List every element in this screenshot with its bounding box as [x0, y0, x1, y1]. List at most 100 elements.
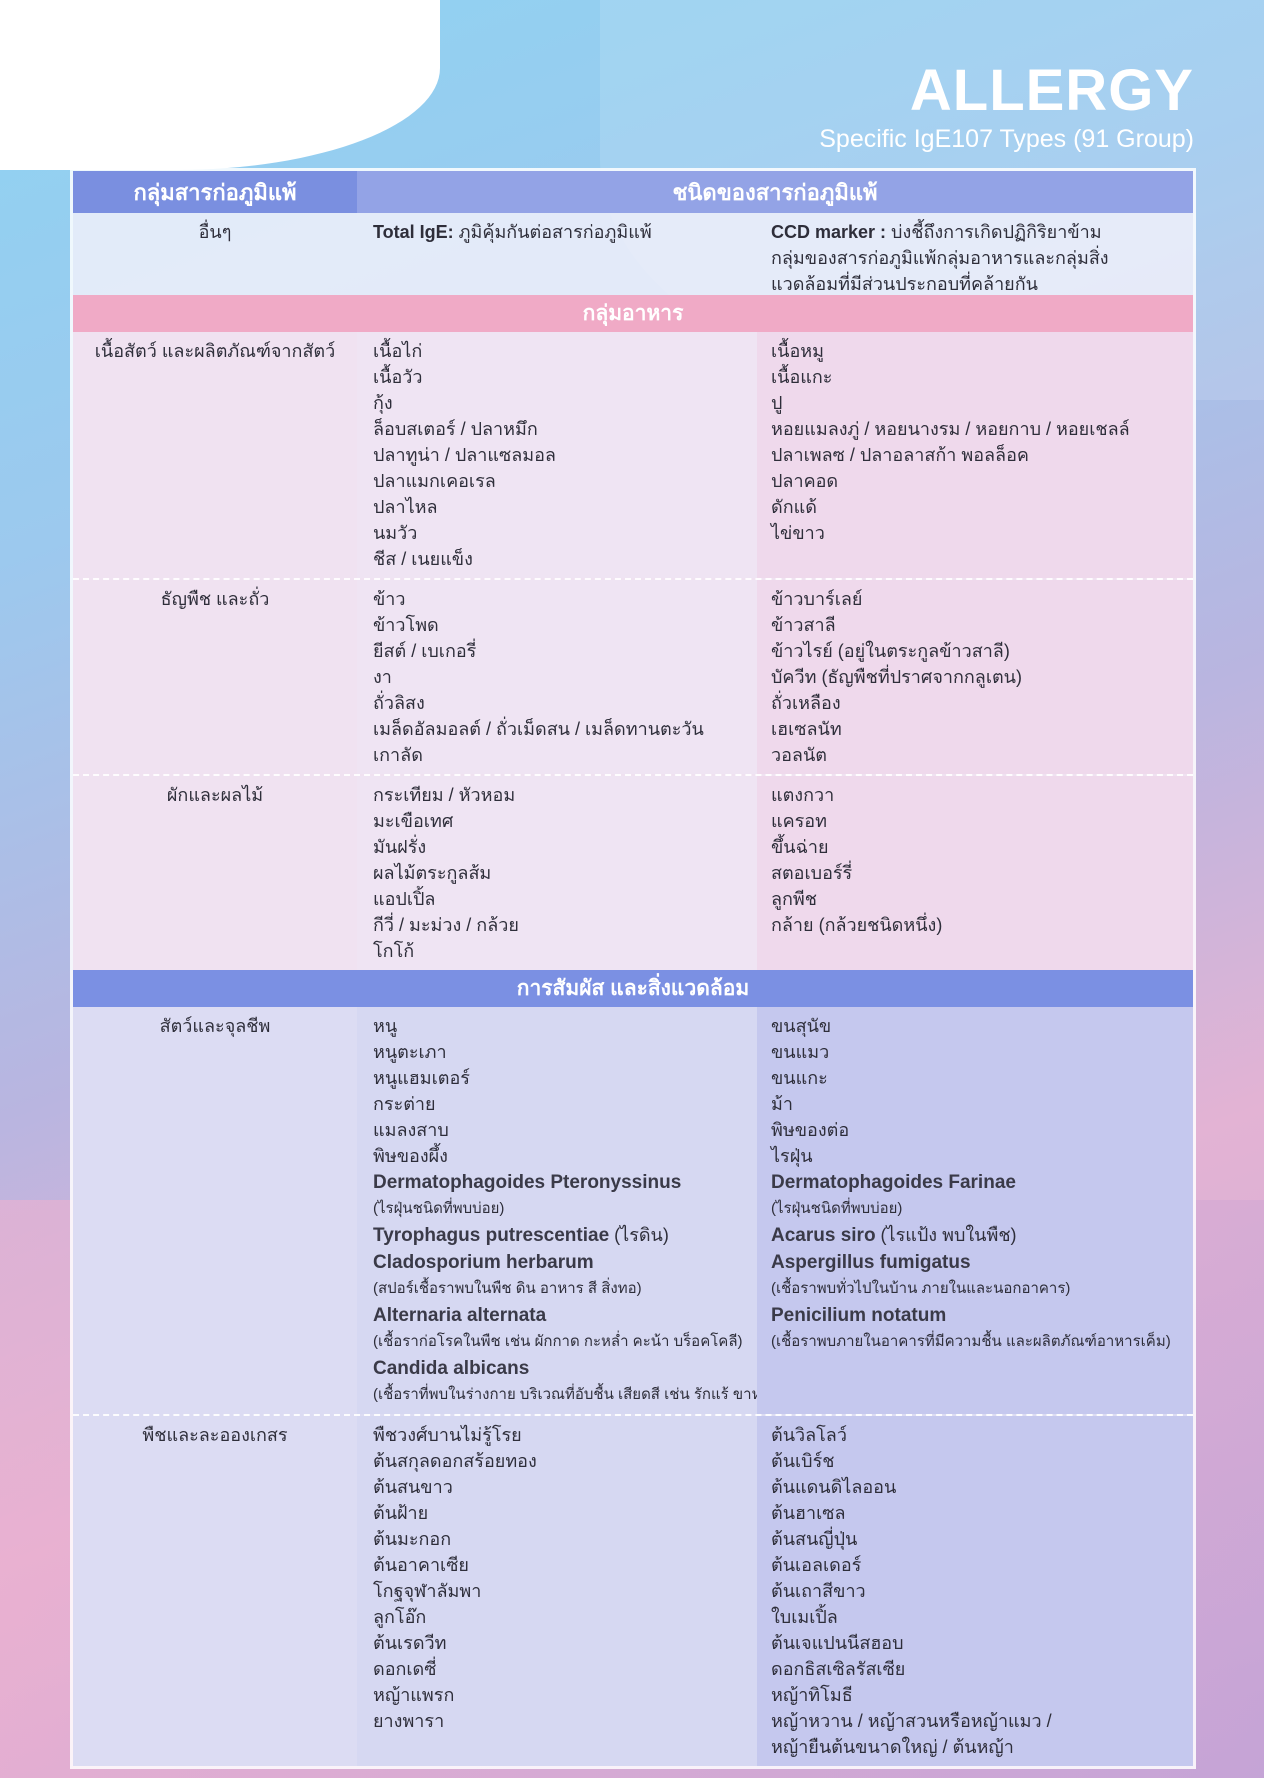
scientific-name: Penicilium notatum: [771, 1305, 947, 1326]
total-ige-text: ภูมิคุ้มกันต่อสารก่อภูมิแพ้: [453, 222, 652, 242]
food-rows: เนื้อสัตว์ และผลิตภัณฑ์จากสัตว์ เนื้อไก่เ…: [73, 332, 1193, 970]
list-item: Aspergillus fumigatus (เชื้อราพบทั่วไปในบ…: [771, 1249, 1185, 1302]
list-item: ต้นเรดวีท: [373, 1633, 447, 1653]
list-item: ถั่วลิสง: [373, 693, 425, 713]
list-item: ต้นสกุลดอกสร้อยทอง: [373, 1451, 537, 1471]
list-item: เฮเซลนัท: [771, 719, 842, 739]
list-item: สตอเบอร์รี่: [771, 863, 853, 883]
list-item: หญ้ายืนต้นขนาดใหญ่ / ต้นหญ้า: [771, 1737, 1014, 1757]
list-item: ต้นฮาเซล: [771, 1503, 846, 1523]
inline-note: (ไรดิน): [609, 1225, 669, 1245]
ccd-text: บ่งชี้ถึงการเกิดปฏิกิริยาข้ามกลุ่มของสาร…: [771, 222, 1109, 294]
list-item: หญ้าทิโมธี: [771, 1685, 853, 1705]
list-item: ต้นเบิร์ช: [771, 1451, 835, 1471]
list-item: ต้นมะกอก: [373, 1529, 452, 1549]
section-environment: การสัมผัส และสิ่งแวดล้อม: [73, 970, 1193, 1007]
list-item: ปลาคอด: [771, 471, 839, 491]
list-item: หนูแฮมเตอร์: [373, 1068, 470, 1088]
list-item: Cladosporium herbarum (สปอร์เชื้อราพบในพื…: [373, 1249, 757, 1302]
scientific-name: Aspergillus fumigatus: [771, 1252, 971, 1273]
allergen-list-right: ข้าวบาร์เลย์ ข้าวสาลี ข้าวไรย์ (อยู่ในตระก…: [757, 580, 1193, 774]
list-item: งา: [373, 667, 392, 687]
list-item: ปลาเพลซ / ปลาอลาสก้า พอลล็อค: [771, 445, 1029, 465]
list-item: ข้าวบาร์เลย์: [771, 589, 863, 609]
list-item: เกาลัด: [373, 745, 423, 765]
list-item: ต้นสนญี่ปุ่น: [771, 1529, 858, 1549]
list-item: โกโก้: [373, 941, 415, 961]
list-item: เนื้อไก่: [373, 341, 423, 361]
group-label: ผักและผลไม้: [166, 785, 264, 805]
list-item: กีวี่ / มะม่วง / กล้วย: [373, 915, 519, 935]
table-row: สัตว์และจุลชีพ หนู หนูตะเภา หนูแฮมเตอร์ กระต…: [73, 1007, 1193, 1414]
group-label: เนื้อสัตว์ และผลิตภัณฑ์จากสัตว์: [94, 341, 336, 361]
list-item: หนูตะเภา: [373, 1042, 447, 1062]
ccd-label: CCD marker :: [771, 222, 887, 242]
note: (เชื้อราพบภายในอาคารที่มีความชื้น และผลิ…: [771, 1333, 1171, 1350]
list-item: หญ้าแพรก: [373, 1685, 455, 1705]
table-row: เนื้อสัตว์ และผลิตภัณฑ์จากสัตว์ เนื้อไก่เ…: [73, 332, 1193, 578]
scientific-name: Dermatophagoides Farinae: [771, 1172, 1016, 1193]
list-item: เนื้อหมู: [771, 341, 824, 361]
list-item: Dermatophagoides Pteronyssinus (ไรฝุ่นชนิ…: [373, 1169, 757, 1222]
note: (สปอร์เชื้อราพบในพืช ดิน อาหาร สี สิ่งทอ…: [373, 1280, 642, 1297]
list-item: ชีส / เนยแข็ง: [373, 549, 473, 569]
list-item: เมล็ดอัลมอลต์ / ถั่วเม็ดสน / เมล็ดทานตะว…: [373, 719, 704, 739]
list-item: Candida albicans (เชื้อราที่พบในร่างกาย บ…: [373, 1355, 859, 1408]
list-item: พิษของผึ้ง: [373, 1146, 448, 1166]
inline-note: (ไรแป้ง พบในพืช): [875, 1225, 1017, 1245]
list-item: มันฝรั่ง: [373, 837, 427, 857]
allergen-list-right: เนื้อหมู เนื้อแกะ ปู หอยแมลงภู่ / หอยนางรม …: [757, 332, 1193, 578]
list-item: ล็อบสเตอร์ / ปลาหมึก: [373, 419, 538, 439]
allergen-list-left: พืชวงศ์บานไม่รู้โรย ต้นสกุลดอกสร้อยทอง ต้น…: [357, 1416, 757, 1766]
list-item: ขนแกะ: [771, 1068, 828, 1088]
table-row-other: อื่นๆ Total IgE: ภูมิคุ้มกันต่อสารก่อภูม…: [73, 213, 1193, 295]
list-item: แตงกวา: [771, 785, 835, 805]
list-item: นมวัว: [373, 523, 418, 543]
list-item: ลูกโอ๊ก: [373, 1607, 427, 1627]
allergen-table: กลุ่มสารก่อภูมิแพ้ ชนิดของสารก่อภูมิแพ้ …: [70, 168, 1196, 1769]
allergen-list-right: ขนสุนัข ขนแมว ขนแกะ ม้า พิษของต่อ ไรฝุ่น Derma…: [757, 1007, 1193, 1414]
group-label: สัตว์และจุลชีพ: [159, 1016, 271, 1036]
table-row: ธัญพืช และถั่ว ข้าว ข้าวโพด ยีสต์ / เบเกอรี…: [73, 578, 1193, 774]
list-item: ต้นอาคาเซีย: [373, 1555, 469, 1575]
list-item: Acarus siro (ไรแป้ง พบในพืช): [771, 1222, 1185, 1249]
table-row: พืชและละอองเกสร พืชวงศ์บานไม่รู้โรย ต้นสกุ…: [73, 1414, 1193, 1766]
list-item: ขนแมว: [771, 1042, 830, 1062]
list-item: ปู: [771, 393, 783, 413]
note: (ไรฝุ่นชนิดที่พบบ่อย): [771, 1200, 903, 1217]
scientific-name: Candida albicans: [373, 1358, 530, 1379]
title-block: ALLERGY Specific IgE107 Types (91 Group): [819, 58, 1194, 154]
section-food: กลุ่มอาหาร: [73, 295, 1193, 332]
ccd-marker: CCD marker : บ่งชี้ถึงการเกิดปฏิกิริยาข้…: [757, 213, 1193, 295]
list-item: ต้นแดนดิไลออน: [771, 1477, 897, 1497]
list-item: ปลาทูน่า / ปลาแซลมอล: [373, 445, 556, 465]
list-item: ถั่วเหลือง: [771, 693, 841, 713]
list-item: Alternaria alternata (เชื้อราก่อโรคในพืช …: [373, 1302, 757, 1355]
note: (เชื้อราพบทั่วไปในบ้าน ภายในและนอกอาคาร): [771, 1280, 1071, 1297]
list-item: ต้นฝ้าย: [373, 1503, 429, 1523]
list-item: แครอท: [771, 811, 827, 831]
scientific-name: Tyrophagus putrescentiae: [373, 1225, 610, 1246]
list-item: ใบเมเปิ้ล: [771, 1607, 838, 1627]
list-item: บัควีท (ธัญพืชที่ปราศจากกลูเตน): [771, 667, 1022, 687]
page-title: ALLERGY: [909, 58, 1194, 123]
list-item: ขึ้นฉ่าย: [771, 837, 829, 857]
allergen-list-left: เนื้อไก่ เนื้อวัว กุ้ง ล็อบสเตอร์ / ปลาหมึก…: [357, 332, 757, 578]
list-item: ไรฝุ่น: [771, 1146, 813, 1166]
list-item: ต้นเถาสีขาว: [771, 1581, 866, 1601]
list-item: ข้าวโพด: [373, 615, 439, 635]
note: (เชื้อราก่อโรคในพืช เช่น ผักกาด กะหล่ำ ค…: [373, 1333, 743, 1350]
group-label: พืชและละอองเกสร: [142, 1425, 288, 1445]
list-item: ต้นวิลโลว์: [771, 1425, 847, 1445]
allergen-list-left: ข้าว ข้าวโพด ยีสต์ / เบเกอรี่ งา ถั่วลิสง เมล…: [357, 580, 757, 774]
allergen-list-right: ต้นวิลโลว์ต้นเบิร์ชต้นแดนดิไลออนต้นฮาเซล…: [757, 1416, 1193, 1766]
list-item: ม้า: [771, 1094, 793, 1114]
list-item: ยางพารา: [373, 1711, 445, 1731]
total-ige: Total IgE: ภูมิคุ้มกันต่อสารก่อภูมิแพ้: [357, 213, 757, 295]
list-item: ต้นสนขาว: [373, 1477, 453, 1497]
page-subtitle: Specific IgE107 Types (91 Group): [819, 125, 1194, 153]
list-item: แมลงสาบ: [373, 1120, 449, 1140]
list-item: ข้าวไรย์ (อยู่ในตระกูลข้าวสาลี): [771, 641, 1010, 661]
list-item: ต้นเอลเดอร์: [771, 1555, 862, 1575]
list-item: กระเทียม / หัวหอม: [373, 785, 516, 805]
